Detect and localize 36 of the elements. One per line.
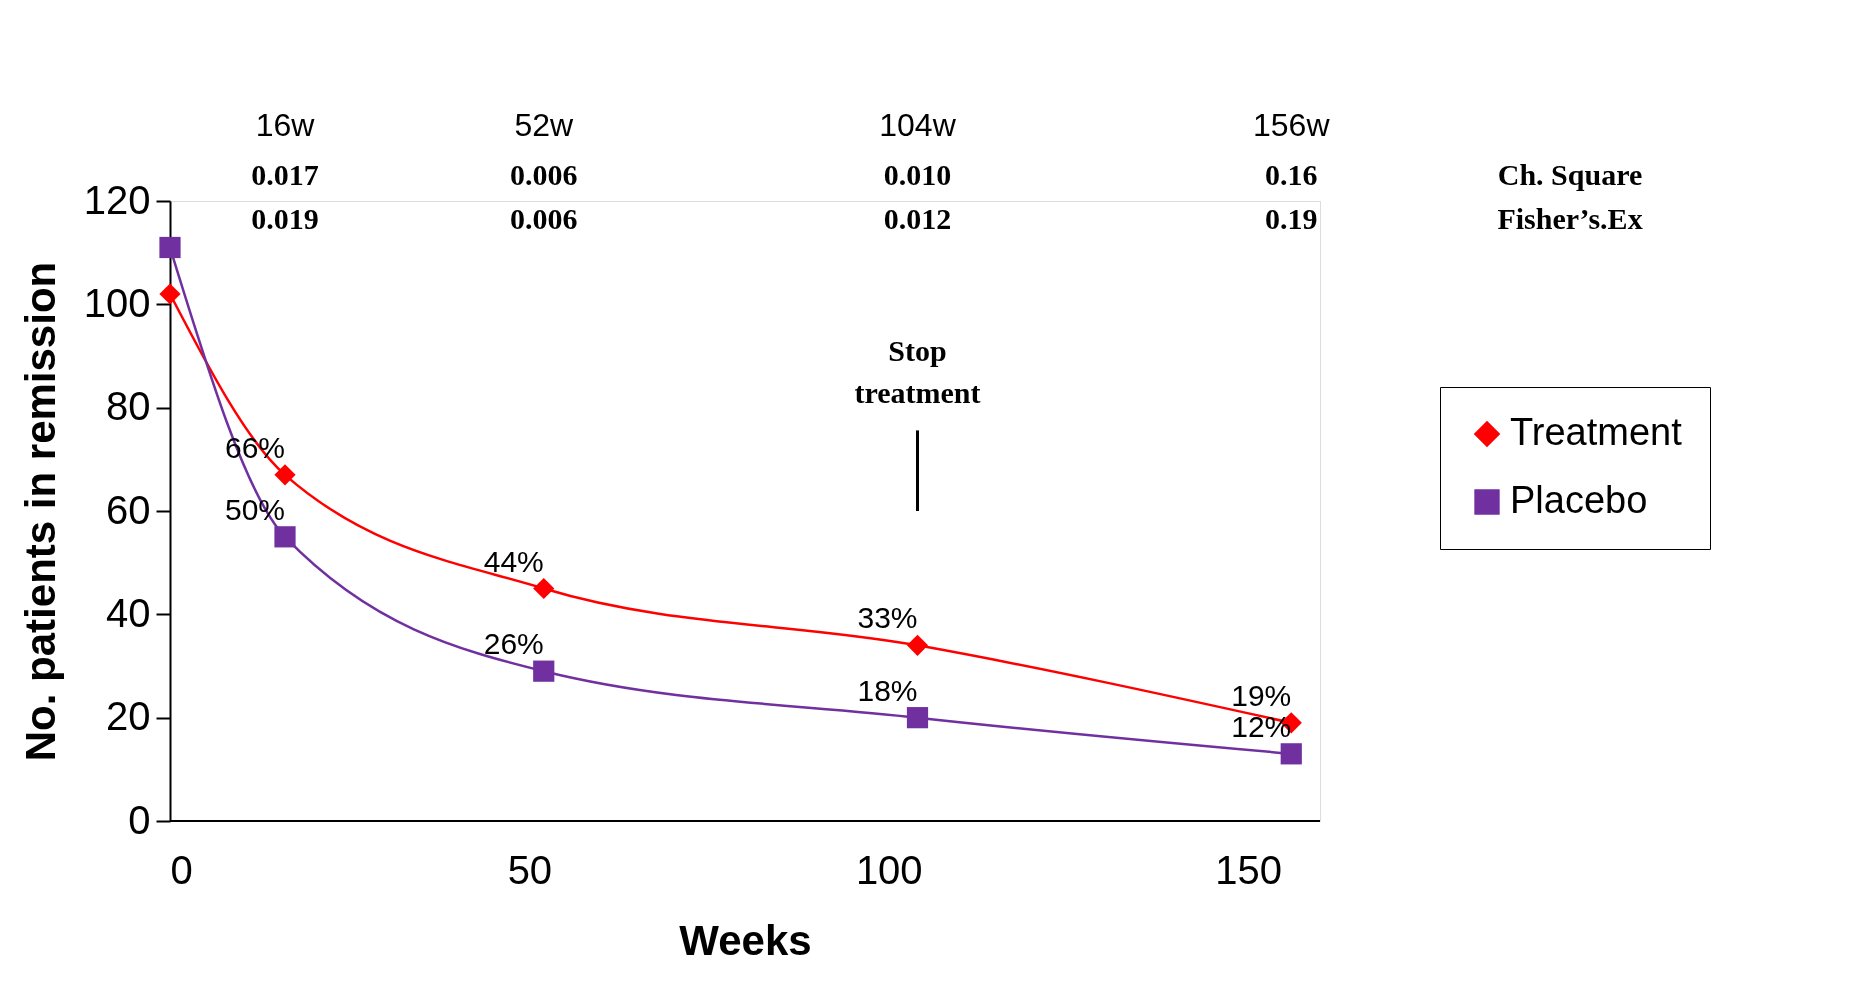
text: 0.006 bbox=[510, 158, 578, 191]
annotation: 0.019 bbox=[251, 202, 319, 235]
x-axis-title: Weeks bbox=[679, 916, 812, 964]
x-tick-label: 100 bbox=[855, 847, 923, 892]
text: Ch. Square bbox=[1497, 158, 1643, 191]
text: 0.16 bbox=[1265, 158, 1318, 191]
annotation: Stop treatment bbox=[854, 334, 981, 410]
text: 104w bbox=[879, 107, 957, 143]
x-tick-label: 50 bbox=[507, 847, 553, 892]
legend-label: Treatment bbox=[1510, 411, 1683, 453]
annotation: 18% bbox=[857, 673, 918, 707]
y-tick-label: 100 bbox=[83, 280, 151, 325]
annotation: 33% bbox=[857, 601, 918, 635]
y-tick-label: 120 bbox=[83, 177, 151, 222]
legend-label: Placebo bbox=[1510, 479, 1648, 521]
annotation: 0.006 bbox=[510, 202, 578, 235]
text: 52w bbox=[514, 107, 574, 143]
y-tick-label: 20 bbox=[106, 694, 151, 739]
annotation: 26% bbox=[483, 627, 544, 661]
x-tick-label: 150 bbox=[1215, 847, 1282, 892]
y-tick-label: 80 bbox=[106, 384, 151, 429]
annotation: 0.012 bbox=[883, 202, 952, 235]
annotation: 0.19 bbox=[1265, 202, 1318, 235]
y-axis-title: No. patients in remission bbox=[16, 261, 64, 762]
annotation: 19% bbox=[1231, 678, 1292, 712]
y-tick-label: 60 bbox=[106, 487, 151, 532]
text: 0.010 bbox=[883, 158, 952, 191]
text: Fisher’s.Ex bbox=[1497, 202, 1643, 235]
text: 16w bbox=[255, 107, 316, 143]
annotation: 44% bbox=[483, 544, 544, 578]
x-tick-label: 0 bbox=[170, 847, 193, 892]
text: 0.017 bbox=[251, 158, 319, 191]
y-tick-label: 0 bbox=[128, 797, 151, 842]
annotation: 12% bbox=[1231, 709, 1292, 743]
y-tick-label: 40 bbox=[106, 590, 151, 635]
text: 156w bbox=[1253, 107, 1331, 143]
